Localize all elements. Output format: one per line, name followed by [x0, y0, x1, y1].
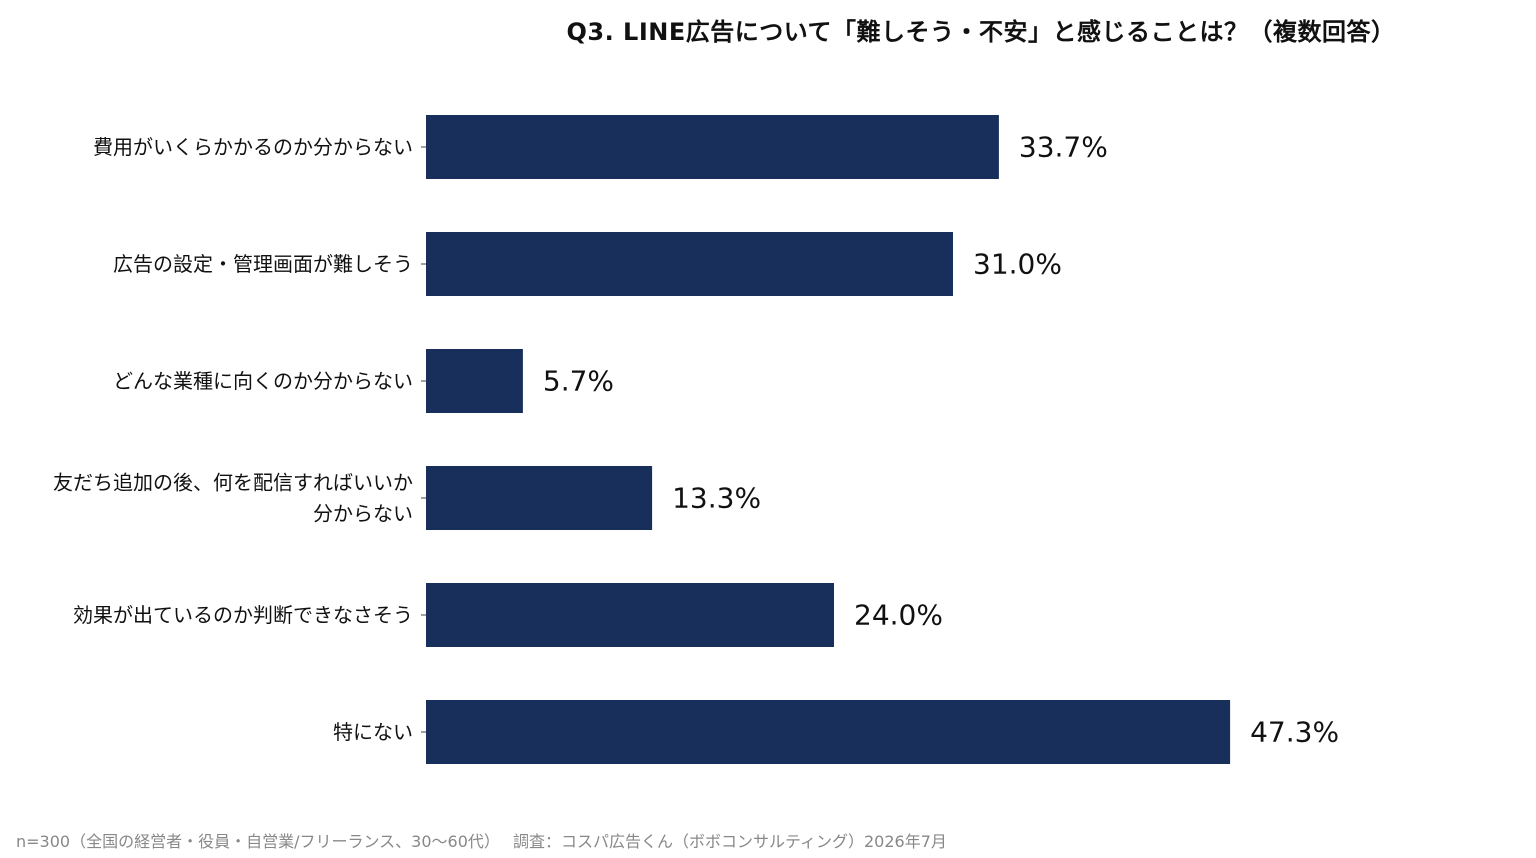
value-label: 13.3%	[672, 482, 761, 515]
category-label: 費用がいくらかかるのか分からない	[93, 135, 413, 159]
footnote: n=300（全国の経営者・役員・自営業/フリーランス、30〜60代） 調査：コス…	[16, 832, 947, 851]
category-label: 広告の設定・管理画面が難しそう	[113, 252, 413, 276]
bar	[426, 232, 953, 296]
bar	[426, 466, 653, 530]
value-label: 47.3%	[1250, 716, 1339, 749]
value-label: 31.0%	[973, 248, 1062, 281]
category-label: 友だち追加の後、何を配信すればいいか分からない	[53, 471, 413, 526]
category-label: 特にない	[333, 720, 413, 744]
value-label: 5.7%	[543, 365, 614, 398]
bar	[426, 349, 523, 413]
category-label: どんな業種に向くのか分からない	[113, 369, 413, 393]
value-label: 24.0%	[854, 599, 943, 632]
bar	[426, 115, 999, 179]
chart-title: Q3. LINE広告について「難しそう・不安」と感じることは？（複数回答）	[566, 18, 1396, 46]
bar	[426, 700, 1231, 764]
category-label: 効果が出ているのか判断できなさそう	[73, 603, 413, 627]
bar	[426, 583, 834, 647]
value-label: 33.7%	[1019, 131, 1108, 164]
